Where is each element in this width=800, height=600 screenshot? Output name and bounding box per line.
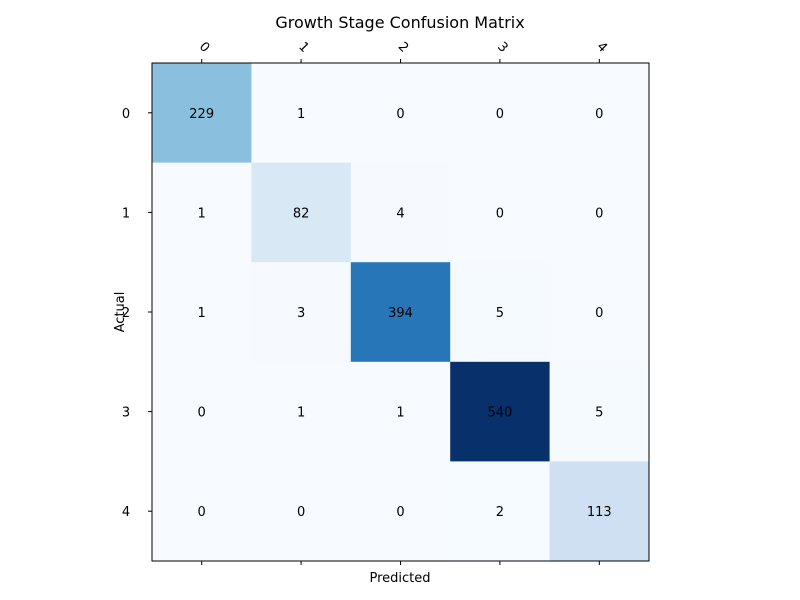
heatmap-cell-2-3 xyxy=(450,262,551,363)
heatmap-cell-0-3 xyxy=(450,63,551,164)
cell-value-0-0: 229 xyxy=(189,107,214,122)
heatmap-cell-1-2 xyxy=(350,162,451,263)
cell-value-4-4: 113 xyxy=(587,505,612,520)
heatmap-cells xyxy=(152,63,650,562)
cell-value-1-0: 1 xyxy=(198,206,206,221)
cell-value-1-2: 4 xyxy=(396,206,404,221)
y-tick-label-1: 1 xyxy=(122,206,130,221)
heatmap-cell-3-2 xyxy=(350,361,451,462)
y-tick-label-3: 3 xyxy=(122,406,130,421)
cell-value-2-3: 5 xyxy=(496,306,504,321)
heatmap-cell-2-4 xyxy=(549,262,650,363)
x-axis-top-ticks: 0 1 2 3 4 xyxy=(196,39,610,63)
x-axis-bottom-ticks xyxy=(201,561,600,565)
heatmap-cell-2-0 xyxy=(152,262,252,363)
cell-value-2-0: 1 xyxy=(198,306,206,321)
cell-value-2-4: 0 xyxy=(595,306,603,321)
x-tick-label-1: 1 xyxy=(295,39,311,55)
heatmap-cell-1-4 xyxy=(549,162,650,263)
heatmap-cell-1-1 xyxy=(251,162,352,263)
heatmap-cell-0-0 xyxy=(152,63,252,164)
heatmap-cell-4-1 xyxy=(251,461,352,562)
heatmap-cell-3-4 xyxy=(549,361,650,462)
chart-title: Growth Stage Confusion Matrix xyxy=(275,13,524,32)
y-tick-label-0: 0 xyxy=(122,107,130,122)
x-tick-label-3: 3 xyxy=(494,39,510,55)
cell-value-0-4: 0 xyxy=(595,107,603,122)
x-tick-label-2: 2 xyxy=(395,39,411,55)
heatmap-cell-3-3 xyxy=(450,361,551,462)
heatmap-cell-1-3 xyxy=(450,162,551,263)
heatmap-cell-4-0 xyxy=(152,461,252,562)
cell-value-3-3: 540 xyxy=(487,406,512,421)
cell-value-1-4: 0 xyxy=(595,206,603,221)
heatmap-cell-3-0 xyxy=(152,361,252,462)
cell-value-0-3: 0 xyxy=(496,107,504,122)
heatmap-cell-4-3 xyxy=(450,461,551,562)
heatmap-cell-0-4 xyxy=(549,63,650,164)
cell-values: 229 1 0 0 0 1 82 4 0 0 1 3 394 5 0 0 1 1 540 5 0 0 0 2 113 xyxy=(189,107,611,520)
heatmap-cell-1-0 xyxy=(152,162,252,263)
heatmap-cell-0-1 xyxy=(251,63,352,164)
cell-value-1-3: 0 xyxy=(496,206,504,221)
cell-value-3-1: 1 xyxy=(297,406,305,421)
cell-value-3-2: 1 xyxy=(396,406,404,421)
cell-value-0-2: 0 xyxy=(396,107,404,122)
cell-value-1-1: 82 xyxy=(293,206,310,221)
cell-value-4-3: 2 xyxy=(496,505,504,520)
x-tick-label-0: 0 xyxy=(196,39,212,55)
cell-value-3-0: 0 xyxy=(198,406,206,421)
heatmap-cell-0-2 xyxy=(350,63,451,164)
heatmap-cell-2-2 xyxy=(350,262,451,363)
y-tick-label-4: 4 xyxy=(122,505,130,520)
cell-value-4-1: 0 xyxy=(297,505,305,520)
y-axis-label: Actual xyxy=(113,292,128,333)
x-axis-label: Predicted xyxy=(369,571,430,586)
heatmap-cell-2-1 xyxy=(251,262,352,363)
cell-value-2-2: 394 xyxy=(388,306,413,321)
cell-value-4-2: 0 xyxy=(396,505,404,520)
heatmap-cell-3-1 xyxy=(251,361,352,462)
cell-value-0-1: 1 xyxy=(297,107,305,122)
x-tick-label-4: 4 xyxy=(594,39,610,55)
y-tick-label-2: 2 xyxy=(122,306,130,321)
y-axis-ticks: 0 1 2 3 4 xyxy=(122,107,152,520)
heatmap-cell-4-4 xyxy=(549,461,650,562)
cell-value-4-0: 0 xyxy=(198,505,206,520)
heatmap-cell-4-2 xyxy=(350,461,451,562)
cell-value-2-1: 3 xyxy=(297,306,305,321)
cell-value-3-4: 5 xyxy=(595,406,603,421)
